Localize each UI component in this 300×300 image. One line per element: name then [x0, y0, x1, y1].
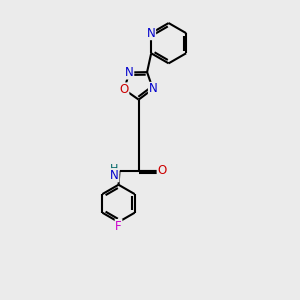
Text: O: O: [157, 164, 167, 177]
Text: H: H: [110, 164, 119, 174]
Text: F: F: [115, 220, 122, 232]
Text: N: N: [148, 82, 157, 95]
Text: N: N: [147, 27, 156, 40]
Text: N: N: [125, 66, 134, 79]
Text: N: N: [110, 169, 119, 182]
Text: O: O: [119, 83, 129, 96]
